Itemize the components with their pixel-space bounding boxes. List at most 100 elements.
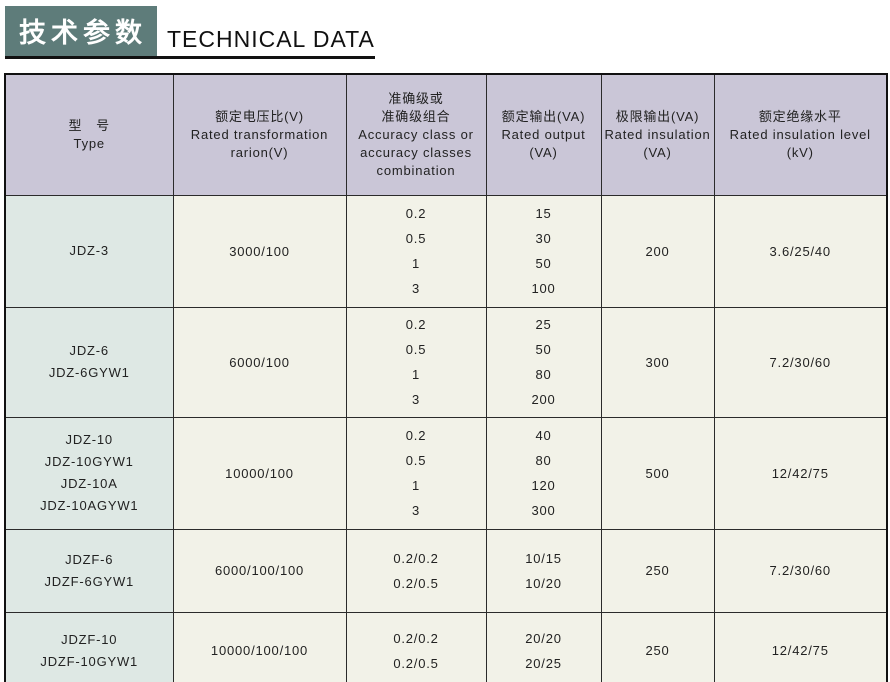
accuracy-value: 0.5 (405, 231, 427, 246)
header-line: 准确级或 (388, 90, 444, 106)
header-line: (VA) (529, 144, 558, 160)
cell-type: JDZF-10 JDZF-10GYW1 (4, 611, 174, 682)
output-value: 15 (535, 206, 552, 221)
cell-rated-output: 40 80 120 300 (485, 416, 602, 530)
cell-accuracy: 0.2 0.5 1 3 (345, 416, 487, 530)
column-header-type: 型 号 Type (4, 73, 174, 196)
output-value: 50 (535, 342, 552, 357)
cell-type: JDZ-6 JDZ-6GYW1 (4, 306, 174, 418)
type-name: JDZF-10 (61, 631, 118, 647)
table-row-jdzf-6: JDZF-6 JDZF-6GYW1 6000/100/100 0.2/0.2 0… (4, 528, 888, 613)
cell-accuracy: 0.2/0.2 0.2/0.5 (345, 528, 487, 613)
cell-ratio: 6000/100/100 (172, 528, 347, 613)
cell-rated-output: 10/15 10/20 (485, 528, 602, 613)
type-name: JDZ-10GYW1 (44, 454, 134, 469)
output-value: 10/15 (525, 550, 562, 566)
cell-limit-output: 300 (600, 306, 715, 418)
header-line: (VA) (643, 144, 672, 160)
cell-limit-output: 200 (600, 194, 715, 308)
accuracy-value: 0.2/0.5 (393, 655, 439, 671)
header-line: 准确级组合 (381, 108, 451, 124)
accuracy-value: 0.2/0.2 (393, 550, 439, 566)
table-row-jdzf-10: JDZF-10 JDZF-10GYW1 10000/100/100 0.2/0.… (4, 611, 888, 682)
cell-type: JDZ-3 (4, 194, 174, 308)
type-name: JDZ-10 (65, 432, 113, 447)
accuracy-value: 0.2/0.2 (393, 630, 439, 646)
cell-ratio: 10000/100/100 (172, 611, 347, 682)
output-value: 25 (535, 317, 552, 332)
cell-accuracy: 0.2 0.5 1 3 (345, 194, 487, 308)
column-header-accuracy: 准确级或 准确级组合 Accuracy class or accuracy cl… (345, 73, 487, 196)
output-value: 20/25 (525, 655, 562, 671)
page-title-chinese: 技术参数 (5, 6, 157, 56)
header-line: accuracy classes (360, 144, 472, 160)
accuracy-value: 1 (411, 256, 421, 271)
output-value: 40 (535, 428, 552, 443)
type-name: JDZF-10GYW1 (40, 653, 139, 669)
header-line: 额定输出(VA) (501, 108, 586, 124)
cell-rated-output: 20/20 20/25 (485, 611, 602, 682)
cell-insulation: 3.6/25/40 (713, 194, 888, 308)
header-line: (kV) (786, 144, 814, 160)
cell-limit-output: 250 (600, 611, 715, 682)
cell-type: JDZF-6 JDZF-6GYW1 (4, 528, 174, 613)
cell-limit-output: 250 (600, 528, 715, 613)
type-name: JDZ-6 (69, 343, 109, 358)
accuracy-value: 0.2/0.5 (393, 575, 439, 591)
column-header-rated-output: 额定输出(VA) Rated output (VA) (485, 73, 602, 196)
header-line: Rated insulation (604, 126, 711, 142)
cell-limit-output: 500 (600, 416, 715, 530)
table-row-jdz-10: JDZ-10 JDZ-10GYW1 JDZ-10A JDZ-10AGYW1 10… (4, 416, 888, 530)
header-line: 极限输出(VA) (615, 108, 700, 124)
cell-insulation: 12/42/75 (713, 416, 888, 530)
header-line: Rated transformation (190, 126, 329, 142)
header-line: Type (73, 135, 105, 151)
type-name: JDZ-10AGYW1 (40, 498, 139, 513)
accuracy-value: 1 (411, 367, 421, 382)
column-header-ratio: 额定电压比(V) Rated transformation rarion(V) (172, 73, 347, 196)
cell-type: JDZ-10 JDZ-10GYW1 JDZ-10A JDZ-10AGYW1 (4, 416, 174, 530)
table-row-jdz-6: JDZ-6 JDZ-6GYW1 6000/100 0.2 0.5 1 3 25 … (4, 306, 888, 418)
type-name: JDZF-6GYW1 (44, 573, 135, 589)
header-line: 额定电压比(V) (215, 108, 304, 124)
accuracy-value: 3 (411, 503, 421, 518)
cell-insulation: 12/42/75 (713, 611, 888, 682)
table-row-jdz-3: JDZ-3 3000/100 0.2 0.5 1 3 15 30 50 100 … (4, 194, 888, 308)
header-line: rarion(V) (230, 144, 289, 160)
page-title: 技术参数 TECHNICAL DATA (5, 6, 375, 59)
cell-rated-output: 15 30 50 100 (485, 194, 602, 308)
output-value: 80 (535, 367, 552, 382)
table-header-row: 型 号 Type 额定电压比(V) Rated transformation r… (4, 73, 888, 196)
header-line: combination (376, 162, 456, 178)
column-header-limit-output: 极限输出(VA) Rated insulation (VA) (600, 73, 715, 196)
page-title-english: TECHNICAL DATA (167, 26, 375, 52)
output-value: 200 (531, 392, 556, 407)
output-value: 100 (531, 281, 556, 296)
accuracy-value: 0.2 (405, 206, 427, 221)
cell-ratio: 6000/100 (172, 306, 347, 418)
header-line: Accuracy class or (358, 126, 474, 142)
accuracy-value: 1 (411, 478, 421, 493)
cell-ratio: 3000/100 (172, 194, 347, 308)
accuracy-value: 3 (411, 392, 421, 407)
header-line: Rated output (501, 126, 586, 142)
type-name: JDZ-10A (60, 476, 118, 491)
output-value: 20/20 (525, 630, 562, 646)
output-value: 10/20 (525, 575, 562, 591)
accuracy-value: 3 (411, 281, 421, 296)
accuracy-value: 0.2 (405, 428, 427, 443)
type-name: JDZF-6 (65, 551, 114, 567)
header-line: 型 号 (68, 117, 110, 133)
accuracy-value: 0.5 (405, 342, 427, 357)
cell-accuracy: 0.2 0.5 1 3 (345, 306, 487, 418)
cell-rated-output: 25 50 80 200 (485, 306, 602, 418)
cell-insulation: 7.2/30/60 (713, 528, 888, 613)
output-value: 120 (531, 478, 556, 493)
cell-ratio: 10000/100 (172, 416, 347, 530)
accuracy-value: 0.2 (405, 317, 427, 332)
type-name: JDZ-6GYW1 (48, 365, 130, 380)
header-line: 额定绝缘水平 (758, 108, 842, 124)
accuracy-value: 0.5 (405, 453, 427, 468)
output-value: 80 (535, 453, 552, 468)
